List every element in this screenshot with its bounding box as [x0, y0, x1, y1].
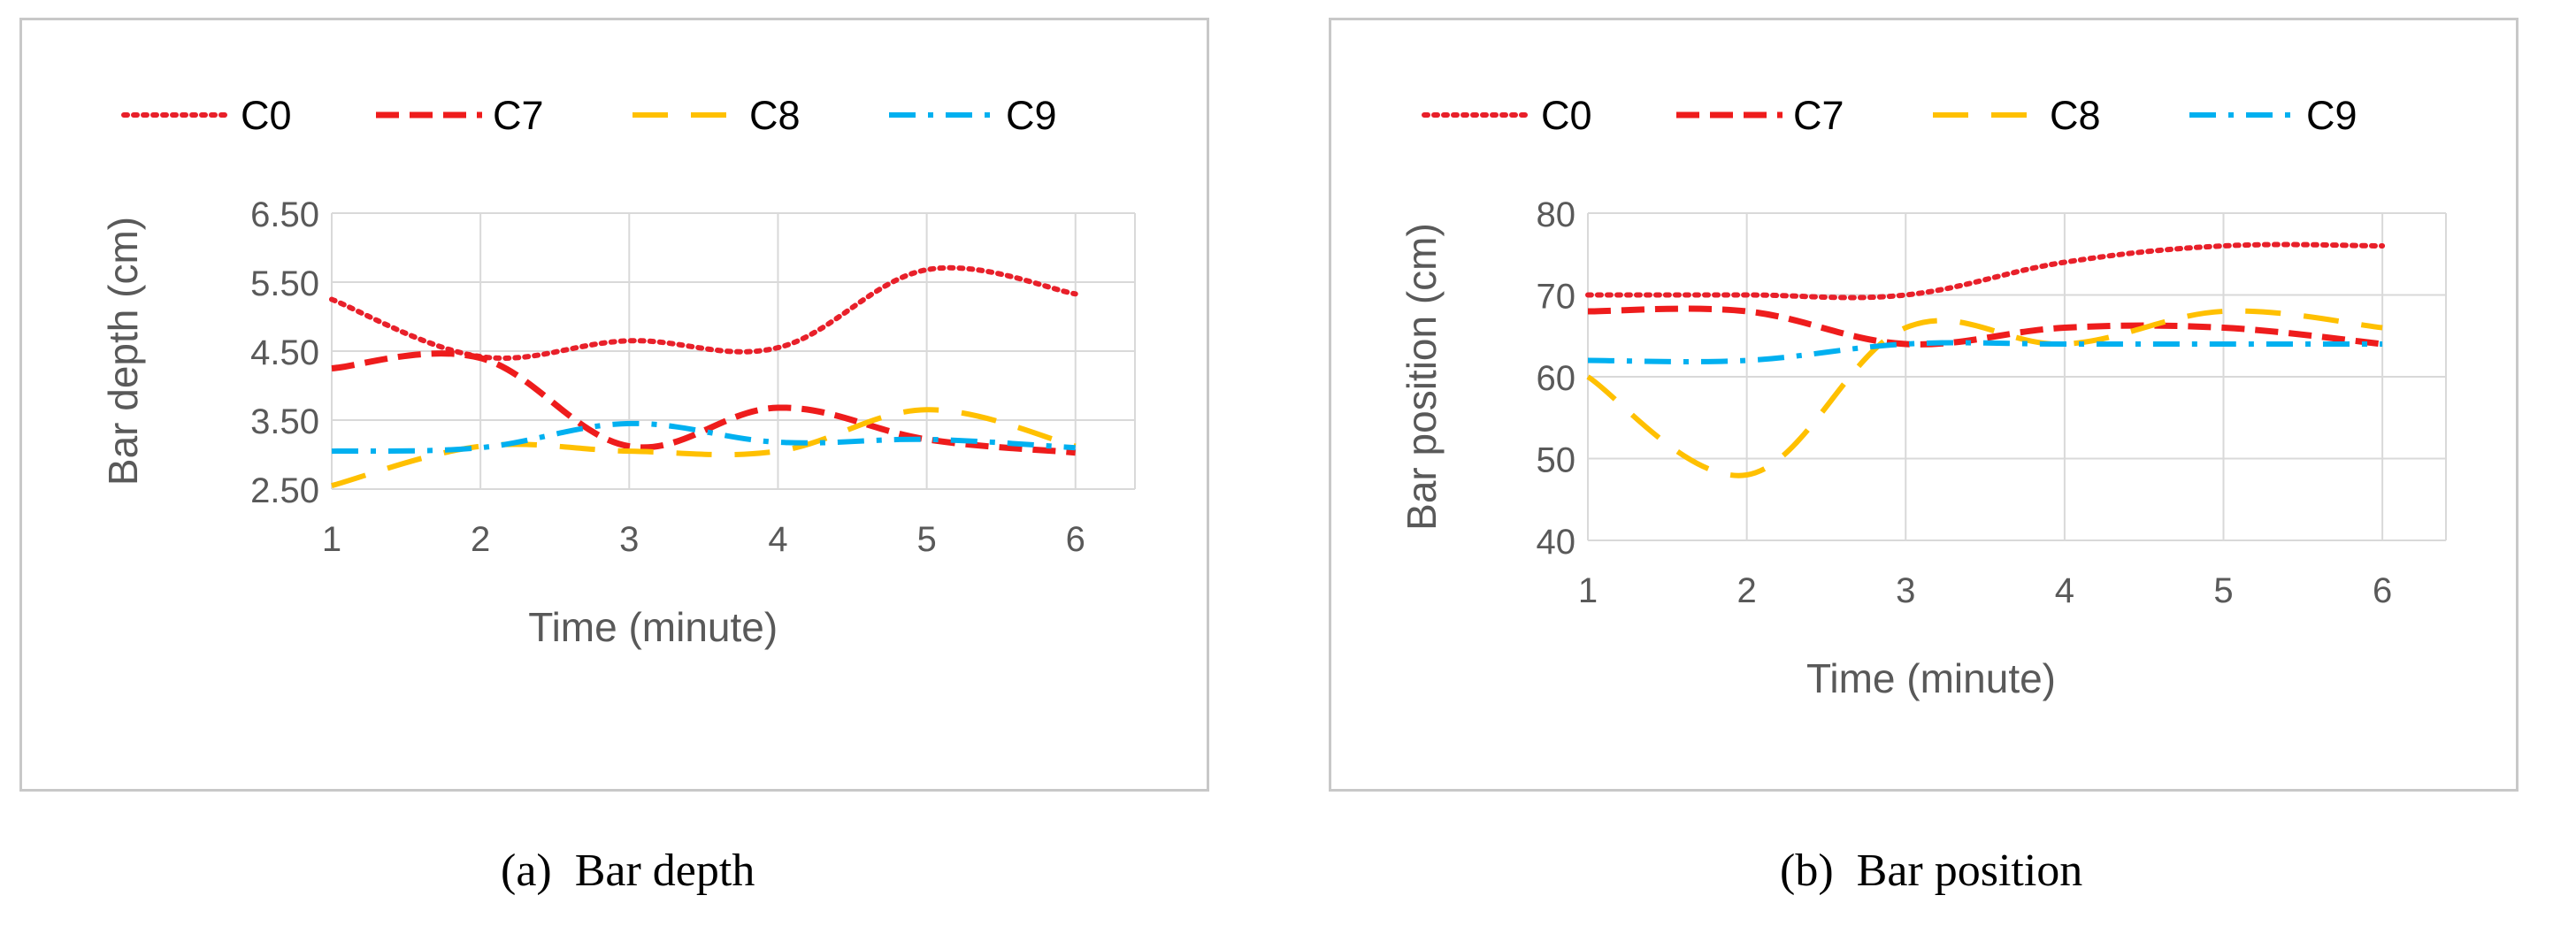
bar-depth-series-line-c0: [329, 264, 1078, 361]
bar-position-legend-label-c8: C8: [2050, 93, 2101, 138]
bar-depth-y-tick-label: 3.50: [250, 402, 319, 441]
bar-depth-y-tick-label: 4.50: [250, 333, 319, 372]
bar-depth-chart: C0 C7 C8 C9 2.50 3.50 4.50 5.50 6.50 1 2 3 4 5 6 Time (…: [100, 93, 1136, 650]
bar-position-chart: C0 C7 C8 C9 40 50 60 70 80 1 2 3 4 5 6 Time (minute) Bar…: [1399, 93, 2447, 701]
bar-depth-x-tick-label: 1: [322, 520, 341, 559]
bar-position-y-tick-label: 50: [1537, 441, 1576, 480]
bar-position-y-axis-label: Bar position (cm): [1399, 223, 1445, 531]
bar-position-x-tick-label: 3: [1896, 571, 1915, 610]
bar-depth-legend-label-c9: C9: [1006, 93, 1057, 138]
bar-depth-y-tick-label: 6.50: [250, 195, 319, 234]
bar-position-series-line-c7: [1587, 305, 2383, 348]
bar-depth-legend-label-c8: C8: [749, 93, 801, 138]
bar-depth-x-tick-label: 2: [471, 520, 490, 559]
bar-depth-legend-label-c0: C0: [241, 93, 292, 138]
bar-depth-legend-label-c7: C7: [493, 93, 544, 138]
bar-position-y-tick-label: 40: [1537, 523, 1576, 562]
caption-bar-position: (b) Bar position: [1780, 846, 2083, 896]
bar-position-legend-label-c0: C0: [1541, 93, 1592, 138]
bar-depth-x-axis-label: Time (minute): [528, 604, 778, 650]
bar-depth-y-tick-label: 5.50: [250, 264, 319, 303]
bar-position-legend-label-c9: C9: [2306, 93, 2358, 138]
caption-bar-depth: (a) Bar depth: [501, 846, 755, 896]
bar-position-y-tick-label: 60: [1537, 359, 1576, 398]
bar-position-x-axis-label: Time (minute): [1806, 655, 2056, 701]
bar-position-x-tick-label: 4: [2055, 571, 2074, 610]
bar-depth-x-tick-label: 5: [916, 520, 936, 559]
chart-panel-bar-position: C0 C7 C8 C9 40 50 60 70 80 1 2 3 4 5 6 Time (minute) Bar…: [1329, 18, 2518, 792]
bar-depth-x-tick-label: 6: [1066, 520, 1085, 559]
bar-depth-x-tick-label: 4: [768, 520, 787, 559]
bar-depth-series-line-c9: [331, 420, 1076, 455]
bar-position-y-tick-label: 80: [1537, 195, 1576, 234]
chart-panel-bar-depth: C0 C7 C8 C9 2.50 3.50 4.50 5.50 6.50 1 2 3 4 5 6 Time (…: [19, 18, 1209, 792]
bar-position-x-tick-label: 2: [1737, 571, 1757, 610]
bar-depth-series-line-c8: [331, 407, 1077, 489]
bar-depth-x-tick-label: 3: [619, 520, 639, 559]
bar-position-x-tick-label: 1: [1578, 571, 1598, 610]
bar-position-y-tick-label: 70: [1537, 278, 1576, 317]
bar-depth-series-line-c7: [331, 350, 1077, 456]
bar-depth-y-axis-label: Bar depth (cm): [100, 217, 146, 486]
bar-position-x-tick-label: 6: [2373, 571, 2392, 610]
bar-position-series-line-c0: [1585, 241, 2386, 301]
bar-position-legend-label-c7: C7: [1793, 93, 1844, 138]
bar-position-x-tick-label: 5: [2213, 571, 2233, 610]
bar-position-series-line-c8: [1586, 308, 2383, 478]
bar-position-series-line-c9: [1587, 340, 2383, 364]
bar-depth-y-tick-label: 2.50: [250, 471, 319, 510]
